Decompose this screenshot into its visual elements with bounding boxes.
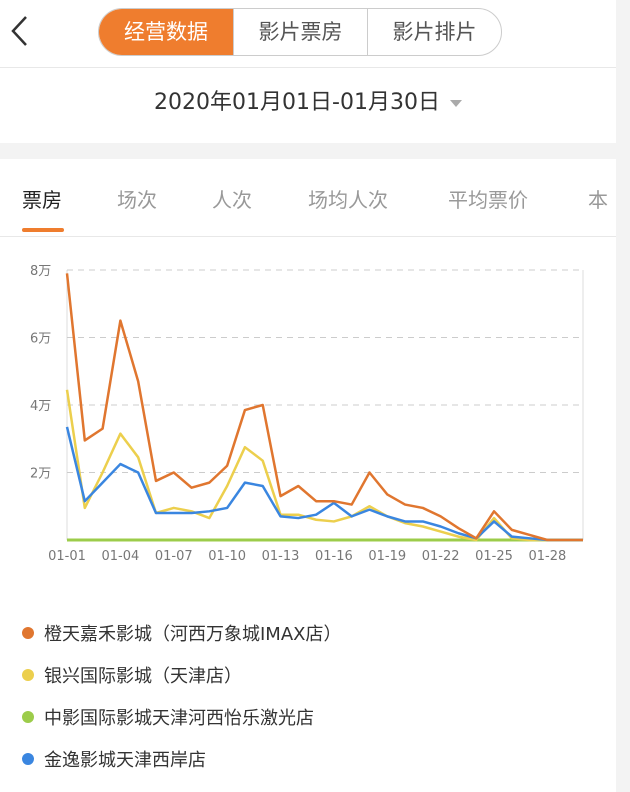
divider: [0, 67, 616, 68]
segment-film-boxoffice[interactable]: 影片票房: [233, 9, 367, 55]
legend-label: 中影国际影城天津河西怡乐激光店: [44, 708, 314, 729]
x-tick-label: 01-04: [101, 549, 139, 564]
series-line-3: [65, 426, 583, 542]
x-tick-label: 01-25: [475, 549, 513, 564]
y-tick-label: 2万: [30, 467, 51, 482]
y-tick-label: 8万: [30, 264, 51, 279]
date-range-text: 2020年01月01日-01月30日: [154, 90, 440, 115]
legend-dot-icon: [22, 669, 34, 681]
x-tick-label: 01-16: [315, 549, 353, 564]
x-tick-label: 01-07: [155, 549, 193, 564]
x-tick-label: 01-28: [529, 549, 567, 564]
tab-screenings[interactable]: 场次: [117, 188, 157, 212]
back-button[interactable]: [10, 14, 34, 50]
legend-label: 金逸影城天津西岸店: [44, 750, 206, 771]
legend-label: 银兴国际影城（天津店）: [44, 666, 242, 687]
segment-film-schedule[interactable]: 影片排片: [367, 9, 501, 55]
x-tick-label: 01-01: [48, 549, 86, 564]
legend-dot-icon: [22, 711, 34, 723]
y-tick-label: 4万: [30, 399, 51, 414]
y-tick-label: 6万: [30, 332, 51, 347]
metric-tabs: 票房 场次 人次 场均人次 平均票价 本: [0, 180, 616, 236]
legend-item[interactable]: 金逸影城天津西岸店: [22, 738, 341, 780]
date-range-picker[interactable]: 2020年01月01日-01月30日: [0, 84, 616, 116]
x-tick-label: 01-19: [368, 549, 406, 564]
section-gap: [0, 143, 616, 159]
x-tick-label: 01-13: [262, 549, 300, 564]
legend-item[interactable]: 中影国际影城天津河西怡乐激光店: [22, 696, 341, 738]
legend-label: 橙天嘉禾影城（河西万象城IMAX店）: [44, 624, 342, 645]
tab-avg-admissions[interactable]: 场均人次: [308, 188, 388, 212]
scrollbar-track: [616, 0, 630, 792]
segment-control: 经营数据 影片票房 影片排片: [98, 8, 502, 56]
chevron-left-icon: [11, 16, 27, 46]
tab-admissions[interactable]: 人次: [212, 188, 252, 212]
tab-avg-price[interactable]: 平均票价: [448, 188, 528, 212]
caret-down-icon: [449, 99, 462, 107]
boxoffice-line-chart: 2万 4万 6万 8万 01-01 01-04 01-07 01-10 01-13 01-16 01…: [30, 264, 584, 564]
series-line-0: [65, 273, 583, 542]
legend-dot-icon: [22, 753, 34, 765]
active-tab-indicator: [22, 228, 64, 232]
tab-boxoffice[interactable]: 票房: [22, 188, 62, 212]
legend-item[interactable]: 银兴国际影城（天津店）: [22, 654, 341, 696]
x-tick-label: 01-10: [208, 549, 246, 564]
legend-item[interactable]: 橙天嘉禾影城（河西万象城IMAX店）: [22, 612, 341, 654]
x-tick-label: 01-22: [422, 549, 460, 564]
segment-business-data[interactable]: 经营数据: [99, 9, 233, 55]
tab-more[interactable]: 本: [588, 188, 608, 212]
legend-dot-icon: [22, 627, 34, 639]
divider: [0, 236, 616, 237]
chart-legend: 橙天嘉禾影城（河西万象城IMAX店） 银兴国际影城（天津店） 中影国际影城天津河西怡…: [22, 612, 341, 780]
